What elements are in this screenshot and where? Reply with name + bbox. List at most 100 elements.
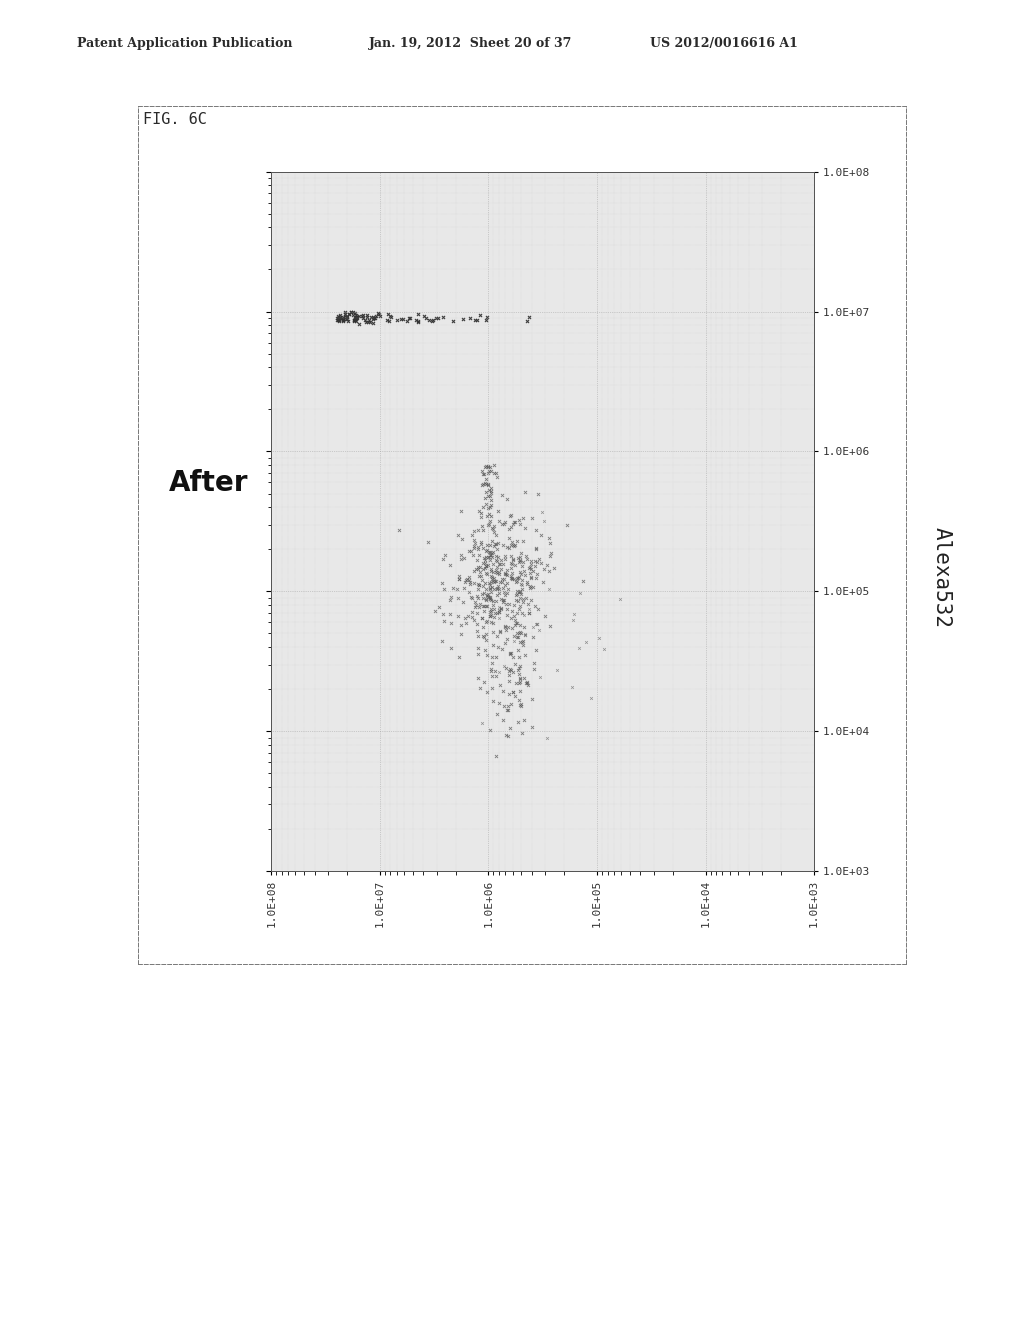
Point	[505, 535, 521, 556]
Point	[510, 640, 526, 661]
Point	[511, 657, 527, 678]
Point	[471, 545, 487, 566]
Point	[401, 308, 418, 329]
Point	[464, 601, 480, 622]
Point	[337, 304, 353, 325]
Point	[478, 546, 495, 568]
Point	[481, 579, 498, 601]
Point	[496, 513, 512, 535]
Point	[473, 459, 489, 480]
Point	[370, 302, 386, 323]
Point	[505, 661, 521, 682]
Point	[472, 503, 488, 524]
Point	[484, 568, 501, 589]
Point	[477, 573, 494, 594]
Point	[484, 576, 501, 597]
Point	[466, 529, 482, 550]
Point	[489, 585, 506, 606]
Point	[368, 305, 384, 326]
Point	[330, 308, 346, 329]
Point	[527, 520, 544, 541]
Point	[508, 589, 524, 610]
Point	[360, 309, 377, 330]
Point	[356, 309, 373, 330]
Point	[445, 577, 462, 598]
Point	[482, 606, 499, 627]
Point	[490, 562, 507, 583]
Point	[513, 573, 529, 594]
Point	[475, 537, 492, 558]
Point	[483, 494, 500, 515]
Point	[482, 511, 499, 532]
Point	[514, 602, 530, 623]
Point	[445, 310, 462, 331]
Point	[366, 308, 382, 329]
Point	[504, 568, 520, 589]
Point	[490, 546, 507, 568]
Point	[501, 519, 517, 540]
Point	[493, 558, 509, 579]
Point	[477, 473, 494, 494]
Point	[514, 574, 530, 595]
Point	[485, 515, 502, 536]
Point	[411, 310, 427, 331]
Point	[467, 558, 483, 579]
Point	[361, 312, 378, 333]
Point	[503, 566, 519, 587]
Point	[513, 722, 529, 743]
Point	[494, 639, 510, 660]
Point	[462, 308, 478, 329]
Point	[516, 668, 532, 689]
Point	[505, 681, 521, 702]
Point	[480, 573, 497, 594]
Point	[507, 610, 523, 631]
Point	[489, 603, 506, 624]
Point	[513, 583, 529, 605]
Point	[474, 713, 490, 734]
Point	[469, 549, 485, 570]
Point	[482, 659, 499, 680]
Point	[464, 587, 480, 609]
Point	[346, 309, 362, 330]
Point	[485, 553, 502, 574]
Point	[499, 565, 515, 586]
Point	[519, 593, 536, 614]
Point	[489, 500, 506, 521]
Point	[486, 660, 503, 681]
Point	[520, 602, 537, 623]
Point	[475, 496, 492, 517]
Point	[478, 455, 495, 477]
Point	[512, 549, 528, 570]
Point	[460, 606, 476, 627]
Point	[424, 310, 440, 331]
Point	[497, 549, 513, 570]
Point	[503, 568, 519, 589]
Point	[485, 519, 502, 540]
Point	[380, 304, 396, 325]
Point	[481, 602, 498, 623]
Point	[499, 560, 515, 581]
Point	[487, 746, 504, 767]
Point	[515, 631, 531, 652]
Point	[526, 556, 543, 577]
Point	[483, 546, 500, 568]
Point	[516, 624, 532, 645]
Point	[481, 503, 498, 524]
Point	[348, 310, 365, 331]
Point	[488, 562, 505, 583]
Point	[540, 554, 556, 576]
Point	[482, 541, 499, 562]
Point	[497, 632, 513, 653]
Point	[477, 630, 494, 651]
Point	[427, 308, 443, 329]
Point	[468, 594, 484, 615]
Point	[515, 507, 531, 528]
Point	[470, 573, 486, 594]
Point	[484, 517, 501, 539]
Point	[477, 474, 494, 495]
Point	[481, 486, 498, 507]
Point	[495, 535, 511, 556]
Text: After: After	[169, 469, 249, 498]
Point	[482, 478, 499, 499]
Point	[506, 511, 522, 532]
